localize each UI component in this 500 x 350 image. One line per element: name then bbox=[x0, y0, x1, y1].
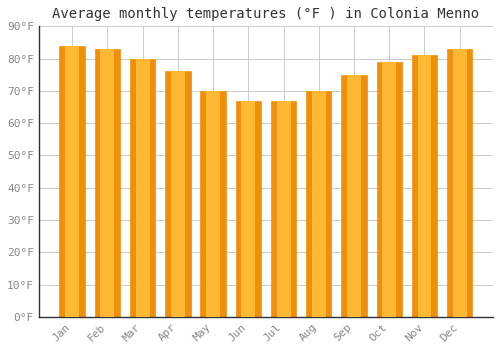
Title: Average monthly temperatures (°F ) in Colonia Menno: Average monthly temperatures (°F ) in Co… bbox=[52, 7, 480, 21]
Bar bbox=[94, 49, 120, 317]
Bar bbox=[376, 62, 402, 317]
Bar bbox=[236, 100, 261, 317]
Bar bbox=[165, 71, 190, 317]
Bar bbox=[65, 46, 79, 317]
Bar bbox=[447, 49, 472, 317]
Bar bbox=[171, 71, 185, 317]
Bar bbox=[276, 100, 290, 317]
Bar bbox=[206, 91, 220, 317]
Bar bbox=[242, 100, 256, 317]
Bar bbox=[130, 58, 156, 317]
Bar bbox=[60, 46, 85, 317]
Bar bbox=[452, 49, 466, 317]
Bar bbox=[306, 91, 332, 317]
Bar bbox=[312, 91, 326, 317]
Bar bbox=[382, 62, 396, 317]
Bar bbox=[347, 75, 361, 317]
Bar bbox=[271, 100, 296, 317]
Bar bbox=[136, 58, 149, 317]
Bar bbox=[412, 55, 437, 317]
Bar bbox=[418, 55, 432, 317]
Bar bbox=[100, 49, 114, 317]
Bar bbox=[342, 75, 366, 317]
Bar bbox=[200, 91, 226, 317]
